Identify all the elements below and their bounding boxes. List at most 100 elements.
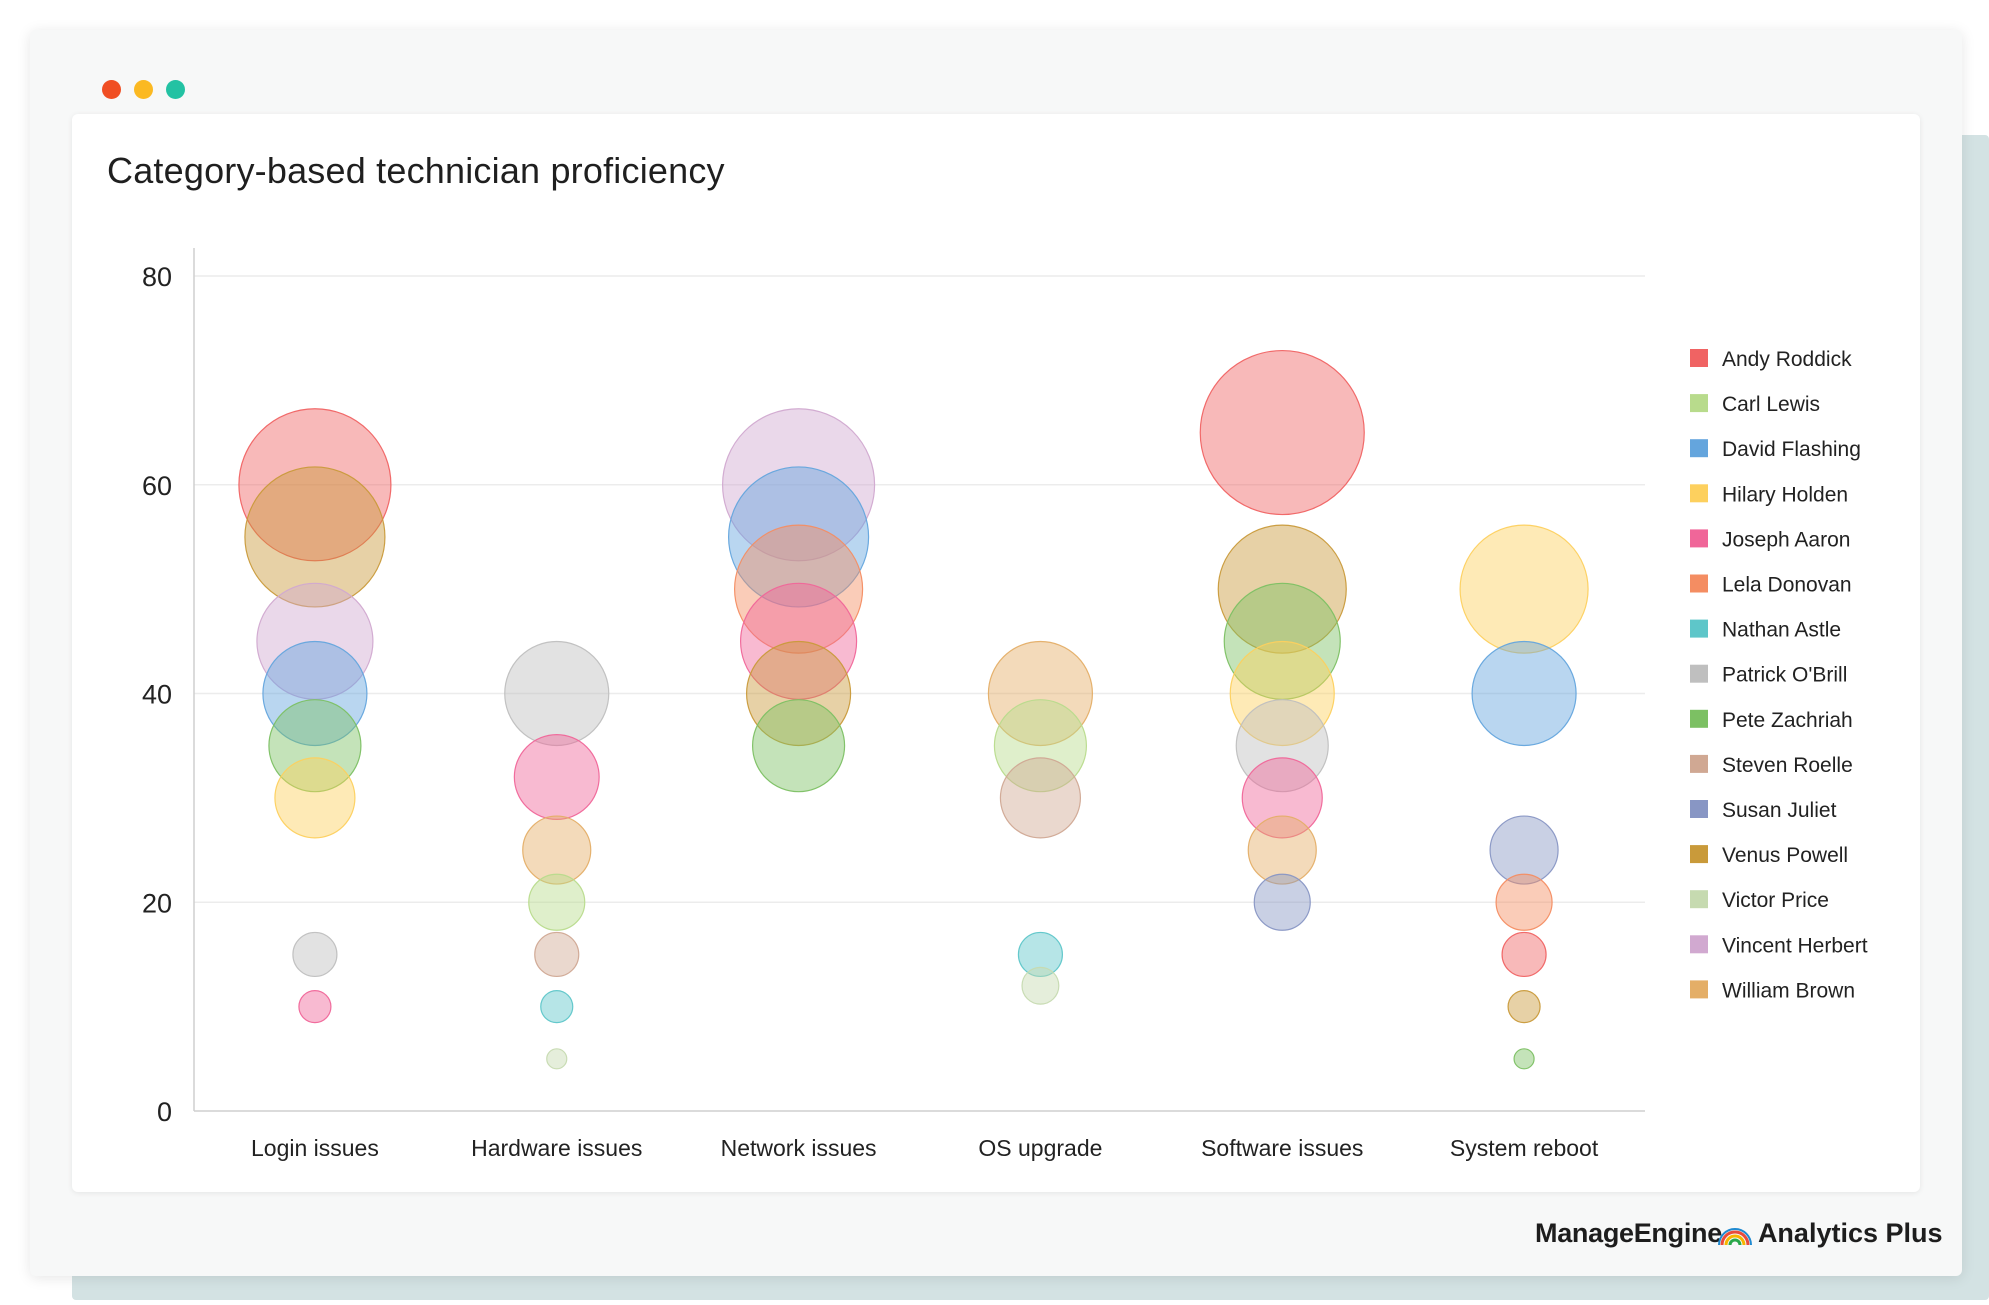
bubble-network-issues-vincent-herbert[interactable]	[721, 408, 876, 562]
bubble-hardware-issues-nathan-astle[interactable]	[540, 990, 574, 1024]
legend-label: Nathan Astle	[1722, 619, 1841, 642]
rainbow-arc-icon	[1717, 1227, 1752, 1245]
bubble-software-issues-susan-juliet[interactable]	[1253, 873, 1311, 931]
x-tick-label-os-upgrade: OS upgrade	[978, 1135, 1102, 1161]
legend-item-carl-lewis[interactable]: Carl Lewis	[1690, 393, 1820, 416]
bubble-hardware-issues-carl-lewis[interactable]	[528, 873, 586, 931]
legend-label: Andy Roddick	[1722, 348, 1852, 371]
bubble-os-upgrade-carl-lewis[interactable]	[993, 699, 1088, 793]
legend-label: Lela Donovan	[1722, 574, 1852, 597]
legend-label: Joseph Aaron	[1722, 528, 1850, 551]
y-tick-label: 80	[142, 262, 172, 292]
legend-swatch	[1690, 484, 1708, 503]
bubble-network-issues-pete-zachriah[interactable]	[751, 699, 846, 793]
bubble-hardware-issues-victor-price[interactable]	[546, 1048, 568, 1070]
legend-label: Susan Juliet	[1722, 799, 1837, 822]
bubble-software-issues-venus-powell[interactable]	[1217, 524, 1347, 654]
bubble-software-issues-andy-roddick[interactable]	[1199, 349, 1365, 516]
legend-swatch	[1690, 349, 1708, 367]
maximize-window-dot[interactable]	[166, 80, 185, 99]
bubble-software-issues-william-brown[interactable]	[1247, 815, 1317, 885]
brand-name-product: Analytics Plus	[1757, 1218, 1943, 1248]
bubble-network-issues-david-flashing[interactable]	[727, 466, 870, 608]
bubble-system-reboot-pete-zachriah[interactable]	[1513, 1048, 1535, 1070]
bubble-login-issues-joseph-aaron[interactable]	[298, 990, 332, 1024]
bubble-system-reboot-venus-powell[interactable]	[1507, 990, 1541, 1024]
legend-item-joseph-aaron[interactable]: Joseph Aaron	[1690, 528, 1850, 551]
legend-label: Venus Powell	[1722, 844, 1848, 867]
legend-label: Patrick O'Brill	[1722, 664, 1847, 687]
x-tick-label-system-reboot: System reboot	[1450, 1135, 1599, 1161]
bubble-software-issues-joseph-aaron[interactable]	[1241, 757, 1323, 839]
legend-label: Hilary Holden	[1722, 483, 1848, 506]
x-axis: Login issues Hardware issues Network issue…	[194, 1110, 1645, 1161]
legend-swatch	[1690, 709, 1708, 728]
y-tick-label: 40	[142, 680, 172, 710]
y-tick-label: 20	[142, 888, 172, 918]
legend-item-victor-price[interactable]: Victor Price	[1690, 889, 1829, 912]
legend-item-vincent-herbert[interactable]: Vincent Herbert	[1690, 934, 1868, 957]
legend-swatch	[1690, 980, 1708, 999]
legend-swatch	[1690, 619, 1708, 638]
bubble-os-upgrade-william-brown[interactable]	[987, 640, 1094, 747]
bubble-hardware-issues-steven-roelle[interactable]	[534, 931, 580, 978]
bubble-os-upgrade-victor-price[interactable]	[1021, 966, 1060, 1005]
legend-item-lela-donovan[interactable]: Lela Donovan	[1690, 574, 1852, 597]
legend-item-david-flashing[interactable]: David Flashing	[1690, 438, 1861, 461]
legend-item-susan-juliet[interactable]: Susan Juliet	[1690, 799, 1837, 822]
bubbles	[238, 349, 1589, 1070]
legend-swatch	[1690, 394, 1708, 413]
legend-swatch	[1690, 529, 1708, 548]
bubble-login-issues-hilary-holden[interactable]	[274, 757, 356, 839]
brand-logo: ManageEngine Analytics Plus	[1535, 1218, 1943, 1249]
x-tick-label-software-issues: Software issues	[1201, 1135, 1363, 1161]
bubble-system-reboot-david-flashing[interactable]	[1471, 640, 1577, 747]
bubble-hardware-issues-patrick-o-brill[interactable]	[504, 640, 610, 747]
minimize-window-dot[interactable]	[134, 80, 153, 99]
legend-swatch	[1690, 439, 1708, 458]
legend-swatch	[1690, 800, 1708, 818]
legend-item-pete-zachriah[interactable]: Pete Zachriah	[1690, 709, 1853, 732]
chart-title: Category-based technician proficiency	[107, 150, 725, 191]
legend-item-venus-powell[interactable]: Venus Powell	[1690, 844, 1848, 867]
bubble-network-issues-venus-powell[interactable]	[745, 640, 852, 747]
legend-item-william-brown[interactable]: William Brown	[1690, 979, 1855, 1002]
legend-swatch	[1690, 890, 1708, 909]
close-window-dot[interactable]	[102, 80, 121, 99]
legend-label: William Brown	[1722, 979, 1855, 1002]
legend-label: Steven Roelle	[1722, 754, 1853, 777]
bubble-login-issues-pete-zachriah[interactable]	[268, 699, 362, 793]
bubble-system-reboot-andy-roddick[interactable]	[1501, 931, 1547, 978]
legend-item-hilary-holden[interactable]: Hilary Holden	[1690, 483, 1848, 506]
legend-swatch	[1690, 845, 1708, 864]
y-tick-label: 60	[142, 471, 172, 501]
legend-swatch	[1690, 754, 1708, 773]
x-tick-label-login-issues: Login issues	[251, 1135, 379, 1161]
legend-item-patrick-o-brill[interactable]: Patrick O'Brill	[1690, 664, 1847, 687]
bubble-software-issues-hilary-holden[interactable]	[1229, 640, 1335, 747]
y-tick-label: 0	[157, 1097, 172, 1127]
legend-item-andy-roddick[interactable]: Andy Roddick	[1690, 348, 1852, 371]
bubble-hardware-issues-william-brown[interactable]	[522, 815, 592, 885]
bubble-os-upgrade-steven-roelle[interactable]	[999, 757, 1082, 839]
bubble-os-upgrade-nathan-astle[interactable]	[1017, 931, 1064, 978]
legend-label: Carl Lewis	[1722, 393, 1820, 416]
bubble-login-issues-patrick-o-brill[interactable]	[292, 931, 338, 978]
bubble-login-issues-david-flashing[interactable]	[262, 640, 368, 747]
bubble-chart: 0 20 40 60 80 Login issues Hardware issues Net…	[142, 248, 1868, 1161]
legend-item-nathan-astle[interactable]: Nathan Astle	[1690, 619, 1841, 642]
bubble-login-issues-venus-powell[interactable]	[244, 466, 386, 608]
bubble-system-reboot-susan-juliet[interactable]	[1489, 815, 1559, 885]
bubble-hardware-issues-joseph-aaron[interactable]	[513, 733, 600, 820]
legend-item-steven-roelle[interactable]: Steven Roelle	[1690, 754, 1853, 777]
legend-label: Victor Price	[1722, 889, 1829, 912]
bubble-software-issues-patrick-o-brill[interactable]	[1235, 699, 1329, 793]
legend-label: David Flashing	[1722, 438, 1861, 461]
bubble-login-issues-andy-roddick[interactable]	[238, 408, 392, 562]
legend-swatch	[1690, 664, 1708, 683]
y-axis: 0 20 40 60 80	[142, 248, 195, 1127]
bubble-network-issues-lela-donovan[interactable]	[733, 524, 864, 654]
gridlines	[194, 275, 1645, 903]
bubble-system-reboot-lela-donovan[interactable]	[1495, 873, 1553, 931]
bubble-system-reboot-hilary-holden[interactable]	[1459, 524, 1589, 654]
